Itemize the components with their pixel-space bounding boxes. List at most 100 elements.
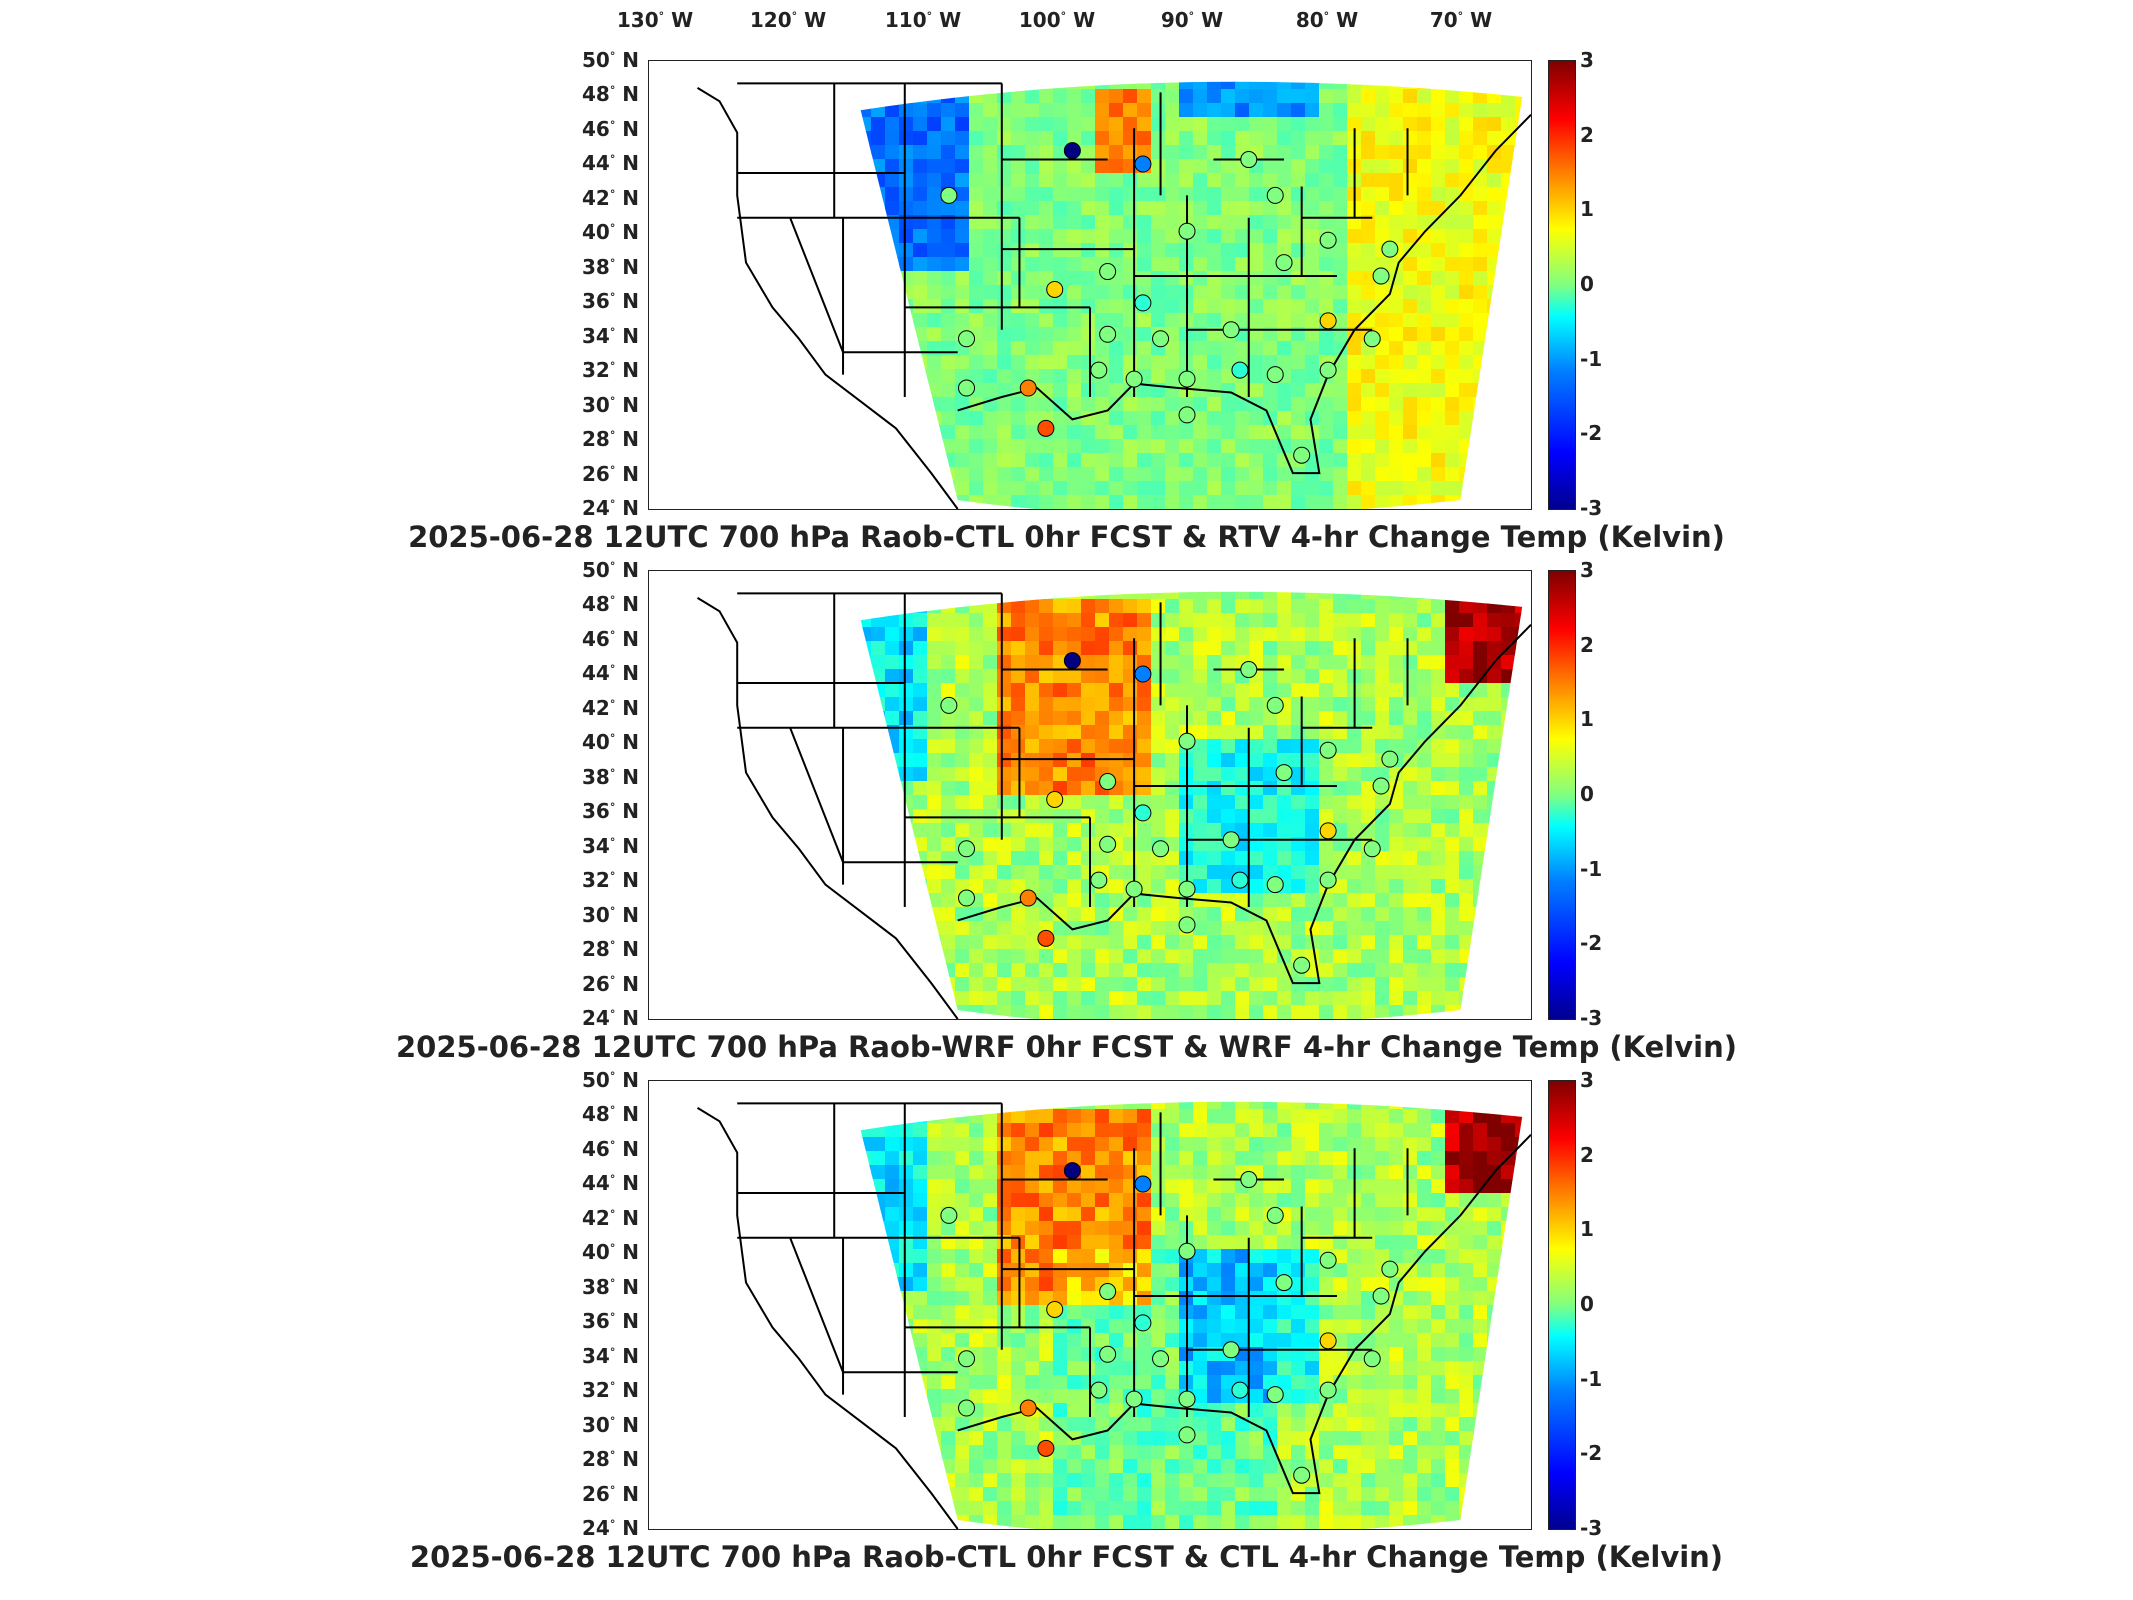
raob-station-marker bbox=[1266, 1206, 1284, 1224]
raob-station-marker bbox=[1319, 1251, 1337, 1269]
map-svg bbox=[696, 81, 1531, 509]
colorbar-tick-label: -3 bbox=[1580, 1006, 1603, 1030]
raob-station-marker bbox=[1293, 1466, 1311, 1484]
raob-station-marker bbox=[958, 840, 976, 858]
map-svg bbox=[696, 591, 1531, 1019]
colorbar bbox=[1548, 60, 1576, 510]
lat-label: 26° N bbox=[582, 971, 640, 996]
raob-station-marker bbox=[1099, 1283, 1117, 1301]
map-panel bbox=[648, 60, 1532, 510]
longitude-labels: 130° W 120° W 110° W 100° W 90° W 80° W 70° W bbox=[0, 0, 2133, 40]
coastline bbox=[957, 624, 1531, 985]
colorbar-tick-label: 0 bbox=[1580, 272, 1594, 296]
colorbar-tick-label: 3 bbox=[1580, 1068, 1594, 1092]
raob-station-marker bbox=[1372, 1287, 1390, 1305]
raob-station-marker bbox=[1363, 330, 1381, 348]
lat-label: 30° N bbox=[582, 392, 640, 417]
raob-station-marker bbox=[1231, 1381, 1249, 1399]
raob-station-marker bbox=[1222, 1341, 1240, 1359]
raob-station-marker bbox=[1046, 790, 1064, 808]
raob-station-marker bbox=[1319, 312, 1337, 330]
raob-station-marker bbox=[1046, 280, 1064, 298]
colorbar-tick-label: -2 bbox=[1580, 421, 1603, 446]
raob-station-marker bbox=[1381, 750, 1399, 768]
raob-station-marker bbox=[940, 696, 958, 714]
raob-station-marker bbox=[1090, 871, 1108, 889]
colorbar-tick-label: 0 bbox=[1580, 1292, 1594, 1316]
lat-label: 28° N bbox=[582, 427, 640, 452]
lon-label: 90° W bbox=[1160, 8, 1224, 32]
raob-station-marker bbox=[1134, 1175, 1152, 1193]
colorbar-tick-label: -2 bbox=[1580, 1441, 1603, 1466]
state-border bbox=[789, 1237, 844, 1373]
raob-station-marker bbox=[940, 186, 958, 204]
lat-label: 44° N bbox=[582, 151, 640, 176]
raob-station-marker bbox=[1090, 361, 1108, 379]
raob-station-marker bbox=[1099, 263, 1117, 281]
lon-label: 100° W bbox=[1018, 8, 1096, 32]
colorbar-tick-label: 3 bbox=[1580, 48, 1594, 72]
lat-label: 42° N bbox=[582, 1205, 640, 1230]
raob-station-marker bbox=[1266, 186, 1284, 204]
lat-label: 26° N bbox=[582, 1481, 640, 1506]
raob-station-marker bbox=[1293, 956, 1311, 974]
raob-station-marker bbox=[1319, 1332, 1337, 1350]
raob-station-marker bbox=[1319, 1381, 1337, 1399]
lon-label: 110° W bbox=[884, 8, 962, 32]
coastline bbox=[696, 1107, 959, 1529]
raob-station-marker bbox=[1134, 1314, 1152, 1332]
raob-station-marker bbox=[1099, 773, 1117, 791]
lon-label: 130° W bbox=[616, 8, 694, 32]
colorbar-tick-label: -1 bbox=[1580, 856, 1603, 881]
lat-label: 36° N bbox=[582, 799, 640, 824]
raob-station-marker bbox=[958, 1350, 976, 1368]
lat-label: 46° N bbox=[582, 1136, 640, 1161]
colorbar-tick-label: 2 bbox=[1580, 122, 1594, 147]
lat-label: 32° N bbox=[582, 868, 640, 893]
raob-station-marker bbox=[1231, 361, 1249, 379]
raob-station-marker bbox=[1178, 732, 1196, 750]
raob-station-marker bbox=[1372, 777, 1390, 795]
map-svg bbox=[696, 1101, 1531, 1529]
raob-station-marker bbox=[1372, 267, 1390, 285]
lat-label: 26° N bbox=[582, 461, 640, 486]
raob-station-marker bbox=[1178, 370, 1196, 388]
raob-station-marker bbox=[1240, 151, 1258, 169]
lat-label: 40° N bbox=[582, 1240, 640, 1265]
state-border bbox=[789, 217, 844, 353]
panel-title: 2025-06-28 12UTC 700 hPa Raob-CTL 0hr FC… bbox=[408, 520, 1725, 554]
lat-label: 32° N bbox=[582, 358, 640, 383]
raob-station-marker bbox=[1037, 419, 1055, 437]
raob-station-marker bbox=[1019, 889, 1037, 907]
raob-station-marker bbox=[1090, 1381, 1108, 1399]
raob-station-marker bbox=[1134, 294, 1152, 312]
colorbar-tick-label: -1 bbox=[1580, 346, 1603, 371]
lat-label: 38° N bbox=[582, 254, 640, 279]
raob-station-marker bbox=[1063, 652, 1081, 670]
coastline bbox=[696, 87, 959, 509]
raob-station-marker bbox=[1381, 1260, 1399, 1278]
raob-station-marker bbox=[1363, 1350, 1381, 1368]
coastline bbox=[957, 114, 1531, 475]
raob-station-marker bbox=[1063, 1162, 1081, 1180]
raob-station-marker bbox=[1125, 370, 1143, 388]
lat-label: 50° N bbox=[582, 558, 640, 582]
lat-label: 24° N bbox=[582, 496, 640, 520]
colorbar-tick-label: -3 bbox=[1580, 496, 1603, 520]
colorbar-tick-label: -2 bbox=[1580, 931, 1603, 956]
raob-station-marker bbox=[958, 889, 976, 907]
raob-station-marker bbox=[1240, 1171, 1258, 1189]
lat-label: 50° N bbox=[582, 48, 640, 72]
lat-label: 44° N bbox=[582, 1171, 640, 1196]
raob-station-marker bbox=[1037, 1439, 1055, 1457]
colorbar-tick-label: 2 bbox=[1580, 1142, 1594, 1167]
colorbar bbox=[1548, 570, 1576, 1020]
raob-station-marker bbox=[1319, 871, 1337, 889]
lat-label: 42° N bbox=[582, 695, 640, 720]
raob-station-marker bbox=[1266, 876, 1284, 894]
raob-station-marker bbox=[1319, 741, 1337, 759]
raob-station-marker bbox=[1275, 764, 1293, 782]
lat-label: 24° N bbox=[582, 1516, 640, 1540]
raob-station-marker bbox=[940, 1206, 958, 1224]
state-border bbox=[789, 727, 844, 863]
